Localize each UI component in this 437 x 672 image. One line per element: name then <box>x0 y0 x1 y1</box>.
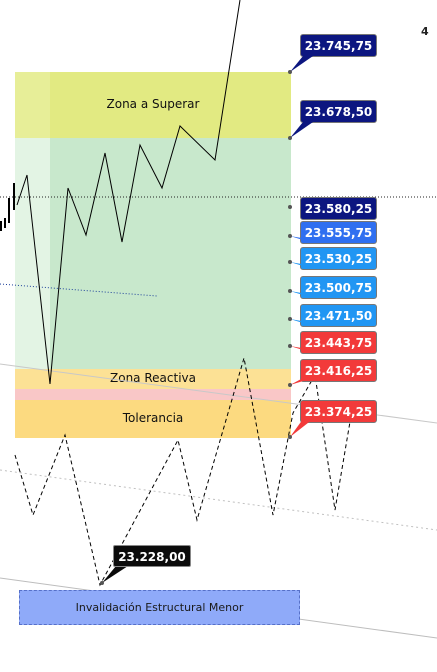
trend-line-middle <box>0 469 437 531</box>
price-tag-7: 23.471,50 <box>300 304 377 327</box>
main-zone-box[interactable] <box>50 138 291 369</box>
price-tag-8: 23.443,75 <box>300 331 377 354</box>
price-tag-2: 23.678,50 <box>300 100 377 123</box>
price-tag-1: 23.745,75 <box>300 34 377 57</box>
blue-dotted-line <box>0 283 158 297</box>
price-path-solid <box>16 0 241 385</box>
projection-path-dashed <box>14 357 353 587</box>
price-tag-6: 23.500,75 <box>300 276 377 299</box>
price-tag-5: 23.530,25 <box>300 247 377 270</box>
zona-superar-box[interactable] <box>50 72 291 138</box>
price-tag-4: 23.555,75 <box>300 221 377 244</box>
zona-superar-left-band <box>15 72 50 138</box>
tolerancia-box[interactable] <box>15 400 291 438</box>
price-tag-3: 23.580,25 <box>300 197 377 220</box>
zona-reactiva-box[interactable] <box>15 369 291 389</box>
tolerancia-gap-band <box>15 389 291 400</box>
invalidacion-label: Invalidación Estructural Menor <box>75 601 244 614</box>
low-price-callout: 23.228,00 <box>113 545 191 567</box>
zona-superar-label: Zona a Superar <box>106 97 200 111</box>
corner-number: 4 <box>421 25 429 38</box>
price-tag-9: 23.416,25 <box>300 359 377 382</box>
price-tag-10: 23.374,25 <box>300 400 377 423</box>
tolerancia-label: Tolerancia <box>122 411 184 425</box>
invalidacion-box[interactable]: Invalidación Estructural Menor <box>19 590 300 625</box>
